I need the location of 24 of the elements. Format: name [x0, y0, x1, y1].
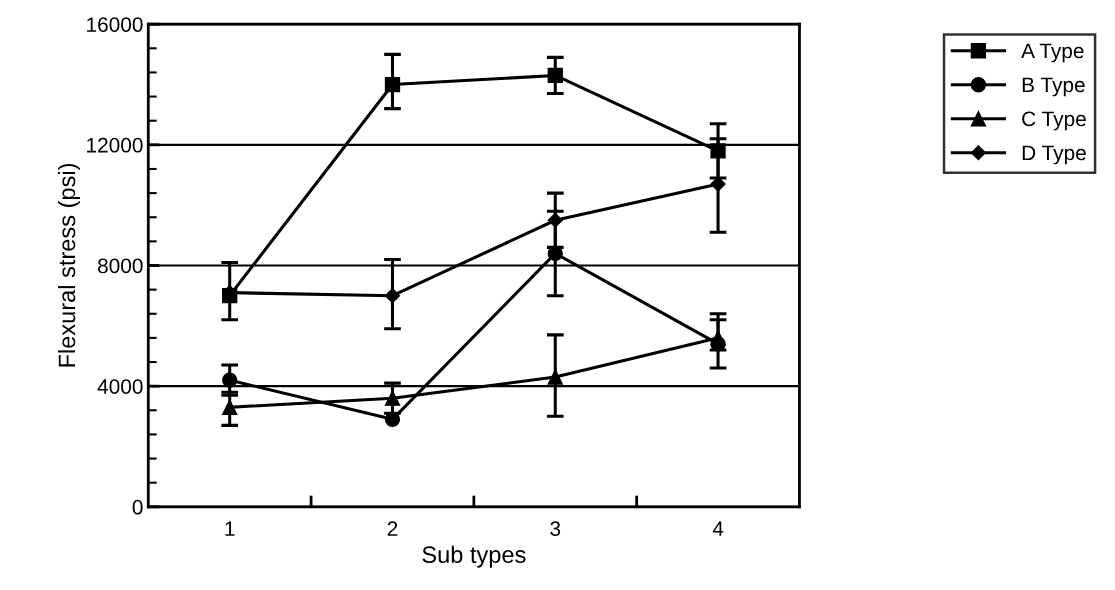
x-axis-title: Sub types — [422, 545, 526, 568]
point — [384, 288, 401, 304]
y-tick-label: 4000 — [97, 379, 143, 394]
point — [547, 67, 563, 84]
legend-label: C Type — [1022, 111, 1086, 131]
y-tick-label: 8000 — [98, 258, 143, 274]
legend-label: A Type — [1021, 43, 1084, 63]
legend-label: B Type — [1022, 77, 1085, 97]
point — [710, 330, 726, 346]
x-tick-label: 1 — [225, 521, 235, 536]
y-tick-label: 12000 — [87, 137, 143, 153]
x-tick-label: 3 — [550, 521, 561, 536]
point — [222, 399, 238, 415]
y-axis-title: Flexural stress (psi) — [57, 163, 80, 367]
legend-label: D Type — [1022, 145, 1086, 165]
point — [710, 143, 726, 159]
point — [384, 76, 401, 93]
y-tick-label: 0 — [132, 499, 143, 515]
point — [222, 372, 238, 388]
point — [547, 212, 563, 228]
x-tick-label: 2 — [387, 521, 398, 536]
y-tick-label: 16000 — [87, 17, 143, 32]
x-tick-label: 4 — [712, 521, 724, 536]
point — [547, 369, 563, 385]
